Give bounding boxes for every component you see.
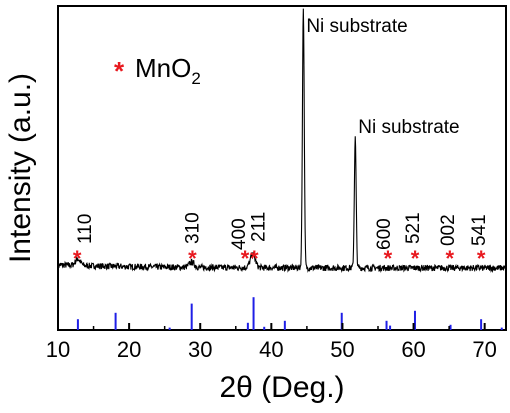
- mno2-peak-marker: *: [250, 246, 259, 271]
- y-axis-title: Intensity (a.u.): [4, 73, 37, 263]
- x-ticks-layer: 10 20 30 40 50 60 70: [46, 323, 497, 362]
- mno2-peak-marker: *: [446, 246, 455, 271]
- mno2-peak-label: 600: [374, 218, 395, 250]
- legend-label-main: MnO: [135, 53, 191, 83]
- mno2-peak-marker: *: [384, 246, 393, 271]
- ni-substrate-annotation: Ni substrate: [306, 16, 407, 37]
- mno2-peak-label: 002: [438, 214, 459, 246]
- reference-lines-layer: [76, 297, 503, 330]
- annotations-layer: Ni substrate Ni substrate: [306, 16, 459, 138]
- x-tick-label: 10: [46, 337, 70, 362]
- x-tick-label: 20: [117, 337, 141, 362]
- mno2-peak-label: 310: [182, 212, 203, 244]
- legend-label: MnO2: [135, 53, 201, 88]
- x-tick-label: 50: [330, 337, 354, 362]
- mno2-peak-label: 211: [248, 212, 269, 242]
- mno2-peak-marker: *: [241, 246, 250, 271]
- legend-marker: *: [114, 56, 125, 86]
- mno2-peak-marker: *: [477, 246, 486, 271]
- x-tick-label: 70: [472, 337, 496, 362]
- plot-frame: [57, 5, 507, 331]
- legend-label-sub: 2: [191, 69, 200, 88]
- xrd-pattern-layer: [57, 8, 507, 274]
- mno2-peak-label: 521: [403, 212, 424, 244]
- x-tick-label: 30: [188, 337, 212, 362]
- mno2-peak-marker: *: [411, 246, 420, 271]
- x-tick-label: 60: [401, 337, 425, 362]
- mno2-peak-marker: *: [188, 246, 197, 271]
- xrd-pattern-line: [57, 8, 507, 274]
- x-tick-label: 40: [259, 337, 283, 362]
- mno2-peak-label: 541: [469, 214, 490, 246]
- ni-substrate-annotation: Ni substrate: [358, 117, 459, 138]
- x-axis-title: 2θ (Deg.): [219, 371, 344, 404]
- legend: * MnO2: [114, 53, 201, 88]
- mno2-peak-label: 400: [229, 218, 250, 250]
- mno2-peak-label: 110: [75, 214, 96, 244]
- mno2-peak-marker: *: [73, 246, 82, 271]
- mno2-markers-layer: *110*310*400*211*600*521*002*541: [73, 212, 490, 271]
